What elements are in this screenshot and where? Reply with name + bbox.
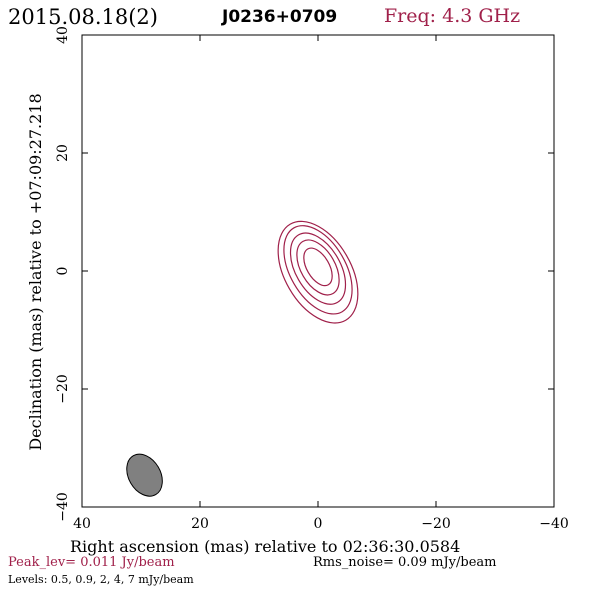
plot-frame [81,34,555,508]
peak-level-text: Peak_lev= 0.011 Jy/beam [8,555,175,570]
contour-level-2 [289,232,347,305]
frequency-title: Freq: 4.3 GHz [384,5,520,27]
x-tick-label: 40 [73,516,91,532]
axis-ticks [81,34,555,508]
y-tick-label: −40 [55,492,71,522]
y-tick-label: 40 [55,26,71,44]
y-tick-label: −20 [55,374,71,404]
contour-level-7 [303,247,333,287]
x-tick-labels: 40 20 0 −20 −40 [73,516,569,532]
x-tick-label: 0 [314,516,323,532]
contour-group [277,220,359,324]
date-title: 2015.08.18(2) [8,5,158,29]
rms-noise-text: Rms_noise= 0.09 mJy/beam [313,555,496,570]
y-tick-labels: −40 −20 0 20 40 [55,26,71,522]
contour-level-0_9 [283,225,353,315]
x-tick-label: −20 [421,516,451,532]
x-tick-label: −40 [539,516,569,532]
y-tick-label: 20 [55,144,71,162]
beam-ellipse [126,453,163,497]
source-title: J0236+0709 [221,7,337,27]
y-tick-label: 0 [55,267,71,276]
x-axis-label: Right ascension (mas) relative to 02:36:… [70,537,460,556]
contour-level-0_5 [277,220,359,324]
y-axis-label: Declination (mas) relative to +07:09:27.… [26,93,45,450]
contour-levels-text: Levels: 0.5, 0.9, 2, 4, 7 mJy/beam [8,573,194,586]
x-tick-label: 20 [191,516,209,532]
contour-level-4 [296,239,340,296]
